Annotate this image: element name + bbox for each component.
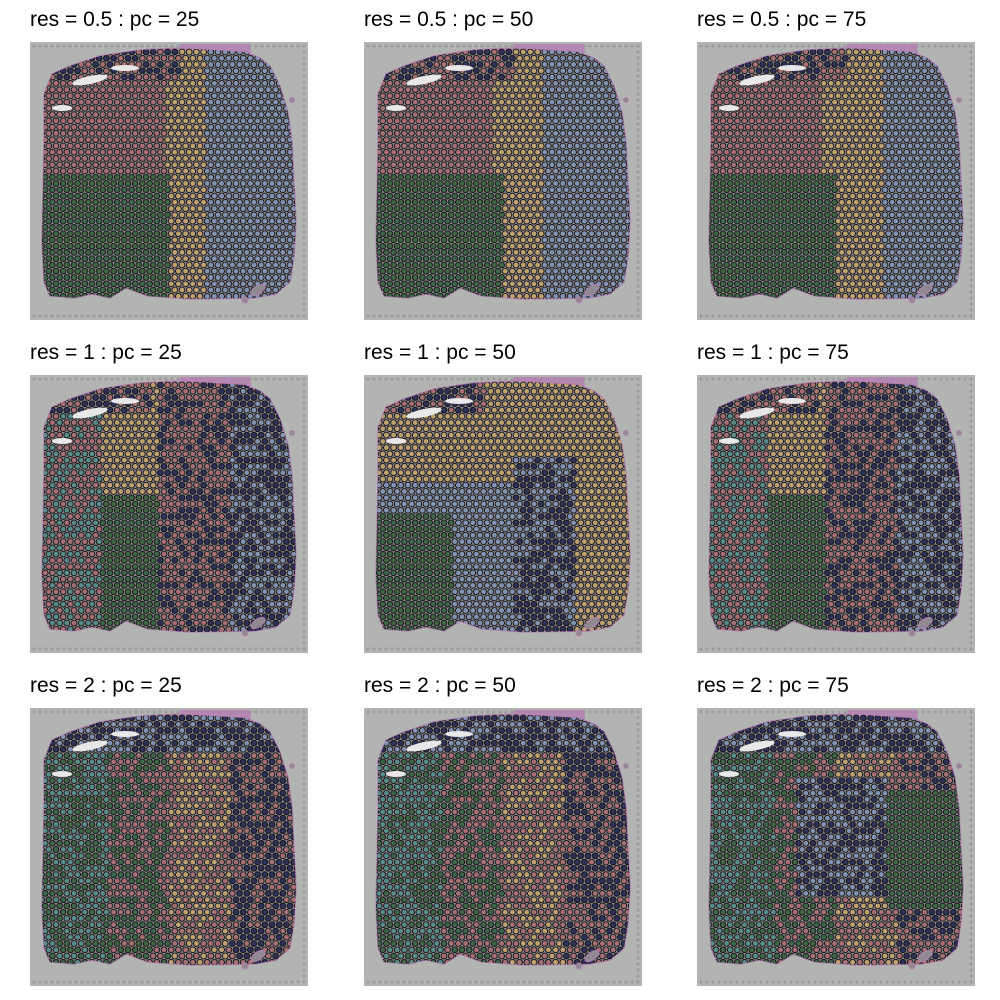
tissue-image — [364, 375, 642, 653]
panel-title: res = 0.5 : pc = 25 — [30, 8, 199, 32]
spot-grid — [369, 715, 634, 971]
spot-grid — [35, 382, 300, 638]
panel-title: res = 0.5 : pc = 50 — [364, 8, 533, 32]
panel-title: res = 1 : pc = 50 — [364, 341, 516, 365]
panel-title: res = 0.5 : pc = 75 — [697, 8, 866, 32]
spot-grid — [35, 49, 300, 305]
tissue-image — [364, 42, 642, 320]
spot-grid — [35, 715, 300, 971]
tissue-image — [697, 708, 975, 986]
panel-title: res = 2 : pc = 75 — [697, 674, 849, 698]
spot-grid — [369, 49, 634, 305]
tissue-image — [30, 42, 308, 320]
panel-title: res = 2 : pc = 25 — [30, 674, 182, 698]
spot-grid — [702, 49, 967, 305]
tissue-image — [364, 708, 642, 986]
spot-grid — [369, 382, 634, 638]
panel-title: res = 1 : pc = 75 — [697, 341, 849, 365]
tissue-image — [697, 42, 975, 320]
spot-grid — [702, 382, 967, 638]
tissue-image — [30, 708, 308, 986]
panel-title: res = 1 : pc = 25 — [30, 341, 182, 365]
tissue-image — [30, 375, 308, 653]
spot-grid — [702, 715, 967, 971]
panel-title: res = 2 : pc = 50 — [364, 674, 516, 698]
tissue-image — [697, 375, 975, 653]
